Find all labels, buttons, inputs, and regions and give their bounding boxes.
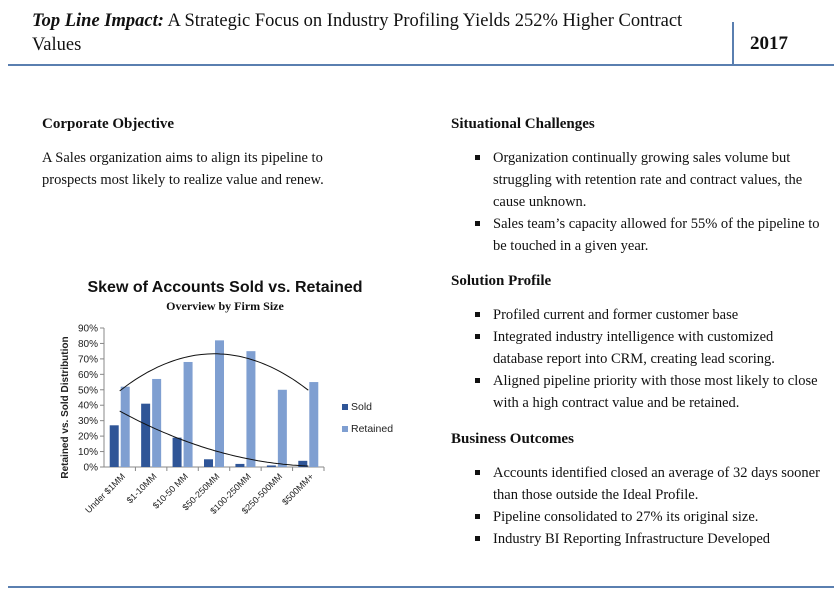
year-label: 2017: [750, 33, 788, 54]
list-item: Aligned pipeline priority with those mos…: [451, 370, 826, 414]
bar-retained: [309, 382, 319, 467]
bar-sold: [204, 459, 213, 467]
legend-label: Sold: [351, 401, 372, 413]
x-tick-label: $10-50 MM: [151, 471, 190, 510]
y-tick-label: 90%: [78, 324, 98, 335]
header-divider-vertical: [732, 22, 734, 66]
y-tick-label: 10%: [78, 447, 98, 458]
bar-retained: [277, 389, 287, 467]
header-divider: [8, 64, 834, 66]
corporate-objective-text: A Sales organization aims to align its p…: [42, 150, 324, 188]
x-tick-label: $100-250MM: [208, 471, 253, 516]
chart-subtitle: Overview by Firm Size: [166, 299, 284, 313]
footer-divider: [8, 586, 834, 588]
list-item: Industry BI Reporting Infrastructure Dev…: [451, 528, 826, 550]
bar-sold: [298, 460, 308, 467]
x-tick-label: $1-10MM: [125, 471, 159, 505]
solution-profile-title: Solution Profile: [451, 273, 552, 289]
corporate-objective-title: Corporate Objective: [42, 116, 175, 132]
bar-retained: [183, 361, 193, 467]
x-tick-label: Under $1MM: [83, 471, 127, 515]
list-item: Pipeline consolidated to 27% its origina…: [451, 506, 826, 528]
y-tick-label: 0%: [84, 463, 99, 474]
bar-retained: [152, 378, 162, 467]
bullet-square-icon: [475, 334, 480, 339]
y-tick-label: 20%: [78, 432, 98, 443]
bar-sold: [141, 403, 151, 467]
situational-challenges-title: Situational Challenges: [451, 116, 595, 132]
bullet-square-icon: [475, 312, 480, 317]
bullet-square-icon: [475, 221, 480, 226]
bar-retained: [246, 351, 256, 467]
situational-challenges-list: Organization continually growing sales v…: [451, 147, 826, 257]
legend-swatch: [342, 426, 348, 432]
list-item: Organization continually growing sales v…: [451, 147, 826, 213]
bar-retained: [215, 340, 224, 467]
y-axis-label: Retained vs. Sold Distribution: [60, 336, 71, 478]
title-lead: Top Line Impact:: [32, 11, 164, 31]
x-tick-label: $500MM+: [280, 471, 316, 507]
business-outcomes-title: Business Outcomes: [451, 431, 574, 447]
bullet-square-icon: [475, 470, 480, 475]
bar-sold: [172, 437, 182, 467]
list-item: Sales team’s capacity allowed for 55% of…: [451, 213, 826, 257]
legend-label: Retained: [351, 423, 393, 435]
x-tick-label: $250-500MM: [240, 471, 285, 516]
y-tick-label: 60%: [78, 370, 98, 381]
list-item: Integrated industry intelligence with cu…: [451, 326, 826, 370]
bar-sold: [235, 463, 245, 467]
chart-title: Skew of Accounts Sold vs. Retained: [87, 279, 363, 296]
trendline-sold: [119, 410, 309, 467]
bar-sold: [109, 425, 119, 467]
bullet-square-icon: [475, 536, 480, 541]
bullet-square-icon: [475, 155, 480, 160]
list-item: Accounts identified closed an average of…: [451, 462, 826, 506]
bullet-square-icon: [475, 514, 480, 519]
trendline-retained: [119, 353, 309, 392]
y-tick-label: 30%: [78, 416, 98, 427]
y-tick-label: 40%: [78, 401, 98, 412]
title-rest: A Strategic Focus on Industry Profiling …: [32, 11, 683, 55]
bullet-square-icon: [475, 378, 480, 383]
solution-profile-list: Profiled current and former customer bas…: [451, 304, 826, 414]
bar-sold: [266, 465, 276, 467]
x-tick-label: $50-250MM: [180, 471, 221, 512]
legend-swatch: [342, 404, 348, 410]
bar-retained: [120, 386, 130, 467]
page-title: Top Line Impact: A Strategic Focus on In…: [32, 9, 722, 57]
list-item: Profiled current and former customer bas…: [451, 304, 826, 326]
y-tick-label: 70%: [78, 354, 98, 365]
y-tick-label: 80%: [78, 339, 98, 350]
business-outcomes-list: Accounts identified closed an average of…: [451, 462, 826, 550]
y-tick-label: 50%: [78, 385, 98, 396]
